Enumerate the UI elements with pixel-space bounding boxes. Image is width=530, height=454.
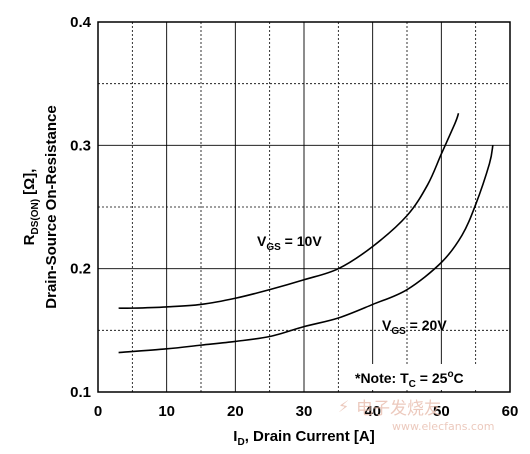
- note-annotation: *Note: TC = 25oC: [355, 369, 464, 390]
- series-label-vgs10: VGS = 10V: [257, 233, 322, 253]
- y-tick-label: 0.1: [70, 384, 91, 401]
- x-axis-title: ID, Drain Current [A]: [233, 428, 374, 448]
- watermark-line2: www.elecfans.com: [392, 420, 494, 433]
- y-tick-label: 0.2: [70, 261, 91, 278]
- x-tick-label: 20: [227, 403, 244, 420]
- series-line-1: [118, 145, 494, 354]
- y-tick-labels: 0.1 0.2 0.3 0.4: [70, 14, 92, 401]
- y-tick-label: 0.3: [70, 137, 91, 154]
- series-line-0: [118, 113, 460, 310]
- grid-group: [98, 22, 510, 392]
- series-group: [118, 113, 494, 354]
- y-axis-title-line1: RDS(ON) [Ω],: [21, 169, 41, 246]
- series-label-vgs10-sub: GS: [266, 242, 281, 253]
- x-tick-label: 0: [94, 403, 102, 420]
- series-label-vgs20-sub: GS: [391, 326, 406, 337]
- x-tick-labels: 0 10 20 30 40 50 60: [94, 403, 519, 420]
- series-label-vgs20: VGS = 20V: [382, 317, 447, 337]
- watermark: ⚡ 电子发烧友 www.elecfans.com: [338, 397, 494, 433]
- x-tick-label: 60: [502, 403, 519, 420]
- plot-frame: [97, 21, 511, 393]
- x-tick-label: 40: [364, 403, 381, 420]
- x-tick-label: 30: [296, 403, 313, 420]
- y-axis-title-line2: Drain-Source On-Resistance: [43, 105, 60, 308]
- watermark-line1: 电子发烧友: [356, 399, 441, 419]
- y-tick-label: 0.4: [70, 14, 92, 31]
- x-tick-label: 50: [433, 403, 450, 420]
- note-box-bg: [350, 364, 508, 390]
- watermark-logo-icon: ⚡: [338, 397, 349, 416]
- x-tick-label: 10: [158, 403, 175, 420]
